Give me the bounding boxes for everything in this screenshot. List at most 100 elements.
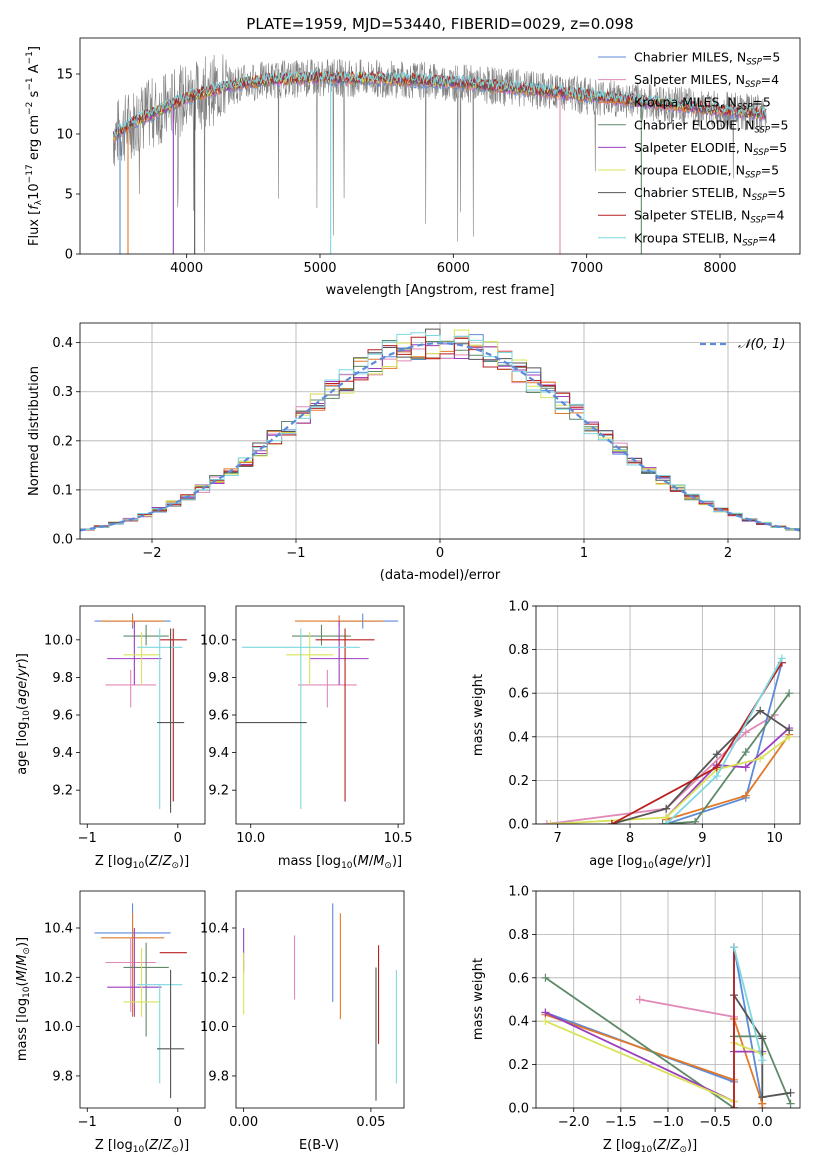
series-salpeter_stelib	[611, 662, 783, 824]
legend-subscript: SSP	[745, 171, 761, 181]
age-mass-xtick-label: 10.5	[384, 831, 413, 846]
mw-z-xtick-label: −1.5	[605, 1115, 637, 1130]
marker-chabrier_stelib	[712, 750, 721, 759]
mw-age-xtick-label: 9	[698, 831, 706, 846]
marker-chabrier_stelib	[786, 1088, 795, 1097]
residual-axes-frame	[79, 322, 801, 540]
mw-age-marks	[542, 654, 794, 824]
age-z-ytick-label: 9.6	[52, 709, 73, 724]
mw-age-ytick-label: 0.4	[508, 730, 529, 745]
age-z-xtick-label: −1	[78, 831, 97, 846]
spectrum-xtick-label: 7000	[570, 261, 603, 276]
age-mass-marks	[236, 613, 399, 809]
marker-salpeter_stelib	[712, 763, 721, 772]
age-vs-z-panel: −1 0 9.2 9.4 9.6 9.8 10.0	[44, 605, 206, 846]
spectrum-axes-frame	[79, 37, 801, 255]
legend-label: Kroupa MILES, NSSP=5	[634, 95, 771, 113]
model-spectrum-kroupa_stelib	[112, 69, 767, 138]
age-z-axes-frame	[79, 605, 206, 825]
mass-ebv-ytick-label: 10.2	[200, 971, 229, 986]
marker-chabrier_elodie	[691, 817, 700, 824]
marker-chabrier_stelib	[662, 804, 671, 813]
marker-kroupa_elodie	[541, 1017, 550, 1026]
residual-xtick-label: 0	[436, 546, 444, 561]
series-chabrier_stelib	[733, 994, 791, 1099]
series-kroupa_stelib	[733, 947, 764, 1061]
age-z-ytick-label: 9.2	[52, 784, 73, 799]
age-mass-axes-frame	[235, 605, 405, 825]
marker-kroupa_miles	[741, 791, 750, 800]
normal-legend-label: 𝒩(0, 1)	[738, 337, 785, 352]
legend-subscript: SSP	[750, 216, 766, 226]
spectrum-panel: 4000 5000 6000 7000 8000 0 5 10 15 wavelength [A…	[25, 37, 801, 298]
mw-z-ytick-label: 1.0	[508, 885, 529, 900]
legend-subscript: SSP	[742, 238, 758, 248]
legend-label: Chabrier MILES, NSSP=5	[634, 50, 780, 68]
legend-label: Salpeter STELIB, NSSP=4	[634, 208, 784, 226]
spectrum-ytick-label: 15	[56, 68, 73, 83]
marker-chabrier_stelib	[758, 1034, 767, 1043]
residual-ylabel: Normed distribution	[27, 366, 42, 496]
mass-vs-z-panel: −1 0 9.8 10.0 10.2 10.4	[44, 890, 206, 1130]
marker-chabrier_stelib	[756, 706, 765, 715]
marker-kroupa_miles	[758, 1104, 767, 1108]
spectrum-lines	[112, 54, 767, 254]
mw-z-axes-frame	[535, 890, 801, 1109]
series-chabrier_stelib	[611, 709, 790, 824]
mw-age-xtick-label: 8	[626, 831, 634, 846]
spectrum-xtick-label: 5000	[303, 261, 336, 276]
spectrum-ylabel: Flux [fλ10−17 erg cm−2 s−1 A−1]	[25, 46, 44, 246]
age-z-ytick-label: 9.4	[52, 746, 73, 761]
legend-subscript: SSP	[754, 125, 770, 135]
mw-z-ytick-label: 0.2	[508, 1058, 529, 1073]
mw-age-ytick-label: 0.6	[508, 687, 529, 702]
age-z-marks	[94, 613, 187, 813]
marker-kroupa_stelib	[777, 654, 786, 663]
mw-z-ylabel: mass weight	[471, 958, 486, 1040]
residual-xtick-label: 2	[724, 546, 732, 561]
mw-z-xtick-label: 0.0	[752, 1115, 773, 1130]
mass-z-xtick-label: −1	[78, 1115, 97, 1130]
legend-value: =4	[761, 72, 779, 87]
age-mass-ytick-label: 10.0	[200, 633, 229, 648]
marker-kroupa_elodie	[546, 820, 555, 824]
legend-value: =5	[762, 50, 780, 65]
legend-subscript: SSP	[752, 193, 768, 203]
residual-legend: 𝒩(0, 1)	[700, 337, 785, 352]
mw-z-ytick-label: 0.0	[508, 1102, 529, 1117]
marker-chabrier_elodie	[741, 748, 750, 757]
mass-z-marks	[94, 903, 187, 1099]
mw-z-ytick-label: 0.8	[508, 928, 529, 943]
series-salpeter_miles	[546, 714, 776, 824]
age-vs-mass-panel: 10.0 10.5 9.2 9.4 9.6 9.8 10.0	[200, 605, 413, 846]
mw-age-xtick-label: 7	[554, 831, 562, 846]
legend-value: =4	[766, 208, 784, 223]
residual-ytick-label: 0.4	[52, 336, 73, 351]
residual-ytick-label: 0.2	[52, 434, 73, 449]
legend-subscript: SSP	[745, 80, 761, 90]
age-mass-ytick-label: 9.6	[208, 709, 229, 724]
mw-z-marks	[541, 943, 795, 1108]
spectrum-ytick-label: 0	[65, 248, 73, 263]
mw-age-axes-frame	[535, 605, 801, 825]
mass-ebv-ytick-label: 9.8	[208, 1069, 229, 1084]
mw-z-xtick-label: −2.0	[558, 1115, 590, 1130]
mw-z-xtick-label: −1.0	[652, 1115, 684, 1130]
series-kroupa_elodie	[545, 1020, 763, 1103]
mass-ebv-xtick-label: 0.05	[356, 1115, 385, 1130]
age-mass-ytick-label: 9.2	[208, 784, 229, 799]
marker-kroupa_elodie	[756, 754, 765, 763]
age-z-xtick-label: 0	[174, 831, 182, 846]
age-mass-ytick-label: 9.4	[208, 746, 229, 761]
mass-ebv-ytick-label: 10.4	[200, 921, 229, 936]
mw-age-xlabel: age [log10(age/yr)]	[589, 854, 711, 871]
legend-subscript: SSP	[753, 148, 769, 158]
spectrum-xtick-label: 4000	[170, 261, 203, 276]
legend-value: =5	[767, 185, 785, 200]
legend-label: Salpeter ELODIE, NSSP=5	[634, 140, 787, 158]
residual-ytick-label: 0.1	[52, 483, 73, 498]
mass-z-ytick-label: 10.0	[44, 1020, 73, 1035]
marker-salpeter_miles	[741, 728, 750, 737]
mw-age-xtick-label: 10	[766, 831, 783, 846]
marker-chabrier_stelib	[785, 726, 794, 735]
